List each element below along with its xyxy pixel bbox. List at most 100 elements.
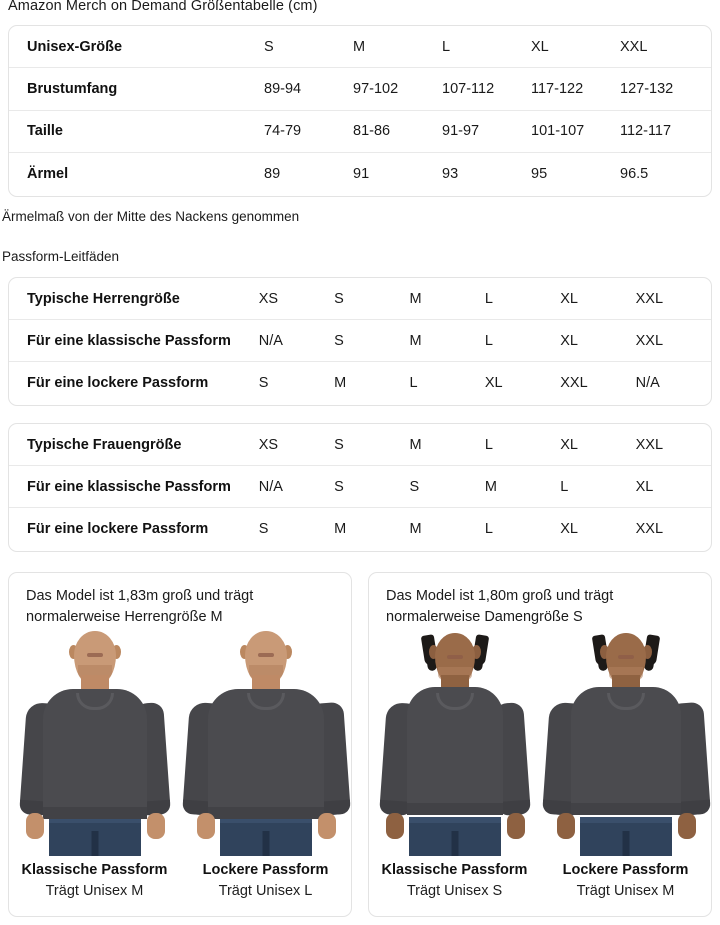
female-loose-caption: Lockere Passform Trägt Unisex M: [540, 860, 711, 902]
hand: [146, 813, 165, 839]
ear-icon: [642, 645, 652, 659]
wears-label: Trägt Unisex L: [218, 883, 313, 899]
ear-icon: [282, 645, 292, 659]
womens-fit-guide-table: Typische Frauengröße XS S M L XL XXL Für…: [8, 423, 712, 552]
female-classic-caption: Klassische Passform Trägt Unisex S: [369, 860, 540, 902]
cell: XL: [560, 436, 579, 453]
cell: L: [484, 436, 493, 453]
cell: XXL: [620, 38, 648, 55]
cell: M: [409, 332, 422, 349]
table-row: Unisex-Größe S M L XL XXL: [9, 26, 711, 69]
female-figure-row: [369, 631, 711, 856]
ear-icon: [428, 645, 438, 659]
wears-label: Trägt Unisex M: [576, 883, 675, 899]
mens-fit-guide-table: Typische Herrengröße XS S M L XL XXL Für…: [8, 277, 712, 406]
cell: 81-86: [353, 123, 391, 140]
hand: [196, 813, 215, 839]
cell: S: [258, 521, 269, 538]
cell: 74-79: [264, 123, 302, 140]
male-loose-caption: Lockere Passform Trägt Unisex L: [180, 860, 351, 902]
mouth-icon: [617, 655, 634, 659]
cell: 117-122: [531, 81, 584, 98]
hand: [317, 813, 336, 839]
cell: XL: [635, 478, 654, 495]
sleeve-measurement-note: Ärmelmaß von der Mitte des Nackens genom…: [2, 209, 300, 224]
mouth-icon: [446, 655, 463, 659]
male-caption-row: Klassische Passform Trägt Unisex M Locke…: [9, 860, 351, 902]
cell: 96.5: [620, 166, 649, 183]
row-label: Typische Frauengröße: [27, 436, 182, 453]
jeans: [408, 817, 501, 856]
hand: [385, 813, 404, 839]
cell: S: [264, 38, 274, 55]
row-label: Typische Herrengröße: [27, 290, 180, 307]
ear-icon: [599, 645, 609, 659]
table-row: Für eine lockere Passform S M L XL XXL N…: [9, 362, 711, 404]
cell: XXL: [635, 436, 664, 453]
cell: 91: [353, 166, 370, 183]
table-row: Für eine lockere Passform S M M L XL XXL: [9, 508, 711, 550]
cell: S: [258, 375, 269, 392]
fit-label: Lockere Passform: [562, 862, 689, 878]
jeans: [48, 817, 141, 856]
cell: 89-94: [264, 81, 302, 98]
wears-label: Trägt Unisex M: [45, 883, 144, 899]
table-row: Ärmel 89 91 93 95 96.5: [9, 153, 711, 195]
cell: XS: [258, 290, 279, 307]
cell: L: [560, 478, 569, 495]
cell: S: [334, 436, 344, 453]
cell: XXL: [635, 332, 664, 349]
fit-label: Klassische Passform: [381, 862, 528, 878]
cell: M: [409, 290, 422, 307]
female-model-headline: Das Model ist 1,80m groß und trägt norma…: [386, 588, 614, 625]
male-figure-row: [9, 631, 351, 856]
wears-label: Trägt Unisex S: [406, 883, 503, 899]
hand: [506, 813, 525, 839]
mouth-icon: [257, 653, 274, 657]
cell: L: [484, 521, 493, 538]
table-row: Brustumfang 89-94 97-102 107-112 117-122…: [9, 68, 711, 111]
male-classic-caption: Klassische Passform Trägt Unisex M: [9, 860, 180, 902]
ear-icon: [68, 645, 78, 659]
cell: XXL: [635, 290, 664, 307]
table-row: Typische Herrengröße XS S M L XL XXL: [9, 278, 711, 321]
table-row: Für eine klassische Passform N/A S S M L…: [9, 466, 711, 509]
ear-icon: [471, 645, 481, 659]
unisex-size-table: Unisex-Größe S M L XL XXL Brustumfang 89…: [8, 25, 712, 197]
cell: XL: [531, 38, 549, 55]
fit-guides-heading: Passform-Leitfäden: [2, 249, 120, 264]
cell: S: [334, 478, 344, 495]
sweatshirt-body: [42, 689, 147, 819]
cell: N/A: [635, 375, 660, 392]
cell: XXL: [560, 375, 588, 392]
cell: M: [409, 521, 422, 538]
row-label: Für eine lockere Passform: [27, 375, 209, 392]
fit-label: Klassische Passform: [21, 862, 168, 878]
cell: XL: [560, 332, 579, 349]
cell: XL: [560, 521, 579, 538]
row-label: Brustumfang: [27, 81, 118, 98]
sweatshirt-body: [207, 689, 324, 819]
cell: S: [334, 290, 344, 307]
cell: 97-102: [353, 81, 399, 98]
row-label: Für eine klassische Passform: [27, 332, 231, 349]
cell: XL: [560, 290, 579, 307]
cell: 89: [264, 166, 281, 183]
cell: S: [334, 332, 344, 349]
hand: [556, 813, 575, 839]
cell: N/A: [258, 478, 283, 495]
jeans: [219, 817, 312, 856]
cell: XS: [258, 436, 279, 453]
cell: XL: [484, 375, 503, 392]
cell: 91-97: [442, 123, 480, 140]
mouth-icon: [86, 653, 103, 657]
cell: L: [409, 375, 418, 392]
female-model-card: Das Model ist 1,80m groß und trägt norma…: [368, 572, 712, 917]
hand: [677, 813, 696, 839]
table-row: Typische Frauengröße XS S M L XL XXL: [9, 424, 711, 467]
jeans: [579, 817, 672, 856]
cell: M: [334, 521, 347, 538]
female-classic-fit-figure: [369, 631, 540, 856]
cell: M: [334, 375, 347, 392]
